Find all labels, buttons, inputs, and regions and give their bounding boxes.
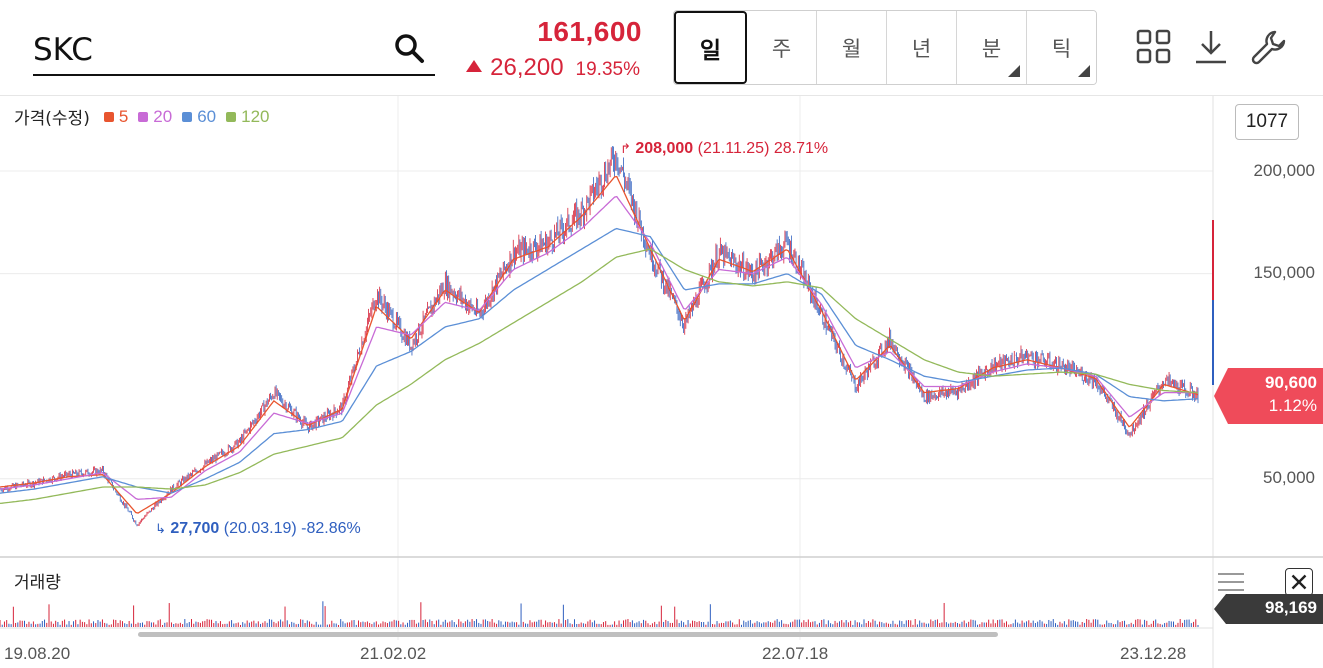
search-box	[33, 24, 435, 76]
legend-swatch	[182, 111, 193, 122]
current-price: 161,600	[537, 16, 642, 47]
current-price-tag-shape	[1214, 368, 1323, 424]
y-tick-label: 50,000	[1263, 468, 1315, 487]
period-tab[interactable]: 일	[674, 11, 747, 84]
high-arrow-icon: ↱	[620, 141, 631, 156]
grid-icon[interactable]	[1135, 28, 1173, 66]
volume-tag: 98,169	[1214, 594, 1323, 624]
period-tab-label: 년	[911, 36, 932, 61]
price-change-row: 26,200 19.35%	[466, 54, 640, 82]
x-tick-label: 21.02.02	[360, 644, 427, 663]
current-price-tag-value: 90,600	[1265, 373, 1317, 392]
x-tick-label: 23.12.28	[1120, 644, 1187, 663]
submenu-triangle-icon	[1078, 65, 1090, 77]
period-tab[interactable]: 주	[747, 11, 817, 84]
price-change-percent: 19.35%	[575, 59, 640, 80]
search-input[interactable]	[33, 28, 373, 72]
period-tab-label: 분	[981, 36, 1002, 61]
legend-swatch	[226, 111, 237, 122]
legend-item: 120	[226, 106, 270, 127]
legend-item: 60	[182, 107, 216, 127]
ma-line-5	[0, 175, 1199, 514]
current-price-tag-percent: 1.12%	[1268, 396, 1317, 415]
up-triangle-icon	[466, 60, 483, 72]
legend-title: 가격(수정)	[14, 109, 90, 129]
period-tab-label: 일	[699, 37, 722, 64]
header: 161,600 26,200 19.35% 일 주 월 년 분 틱	[0, 0, 1323, 96]
x-tick-label: 22.07.18	[762, 644, 829, 663]
price-chart[interactable]	[0, 96, 1323, 668]
low-arrow-icon: ↳	[155, 521, 166, 536]
price-box: 161,600 26,200 19.35%	[440, 14, 650, 84]
candle-count-badge[interactable]: 1077	[1235, 104, 1299, 140]
x-tick-label: 19.08.20	[4, 644, 71, 663]
legend-label: 60	[197, 106, 217, 126]
legend-items: 5 20 60 120	[103, 106, 280, 127]
legend-swatch	[103, 111, 114, 122]
low-annotation: ↳ 27,700 (20.03.19) -82.86%	[155, 520, 361, 538]
high-detail: (21.11.25) 28.71%	[697, 140, 829, 157]
search-icon[interactable]	[393, 32, 425, 64]
period-tab[interactable]: 틱	[1027, 11, 1096, 84]
period-tab[interactable]: 월	[817, 11, 887, 84]
legend-swatch	[138, 111, 149, 122]
legend-label: 120	[241, 106, 270, 126]
chart-background	[0, 96, 1323, 668]
volume-tag-value: 98,169	[1265, 598, 1317, 617]
chart-legend: 가격(수정) 5 20 60 120	[14, 104, 280, 130]
period-tab-label: 틱	[1051, 36, 1072, 61]
chart-scrollbar[interactable]	[138, 632, 998, 637]
close-icon[interactable]	[1285, 568, 1313, 596]
low-value: 27,700	[170, 520, 220, 537]
legend-label: 20	[153, 106, 173, 126]
volume-tag-shape	[1214, 594, 1323, 624]
wrench-icon[interactable]	[1250, 28, 1288, 66]
current-price-tag: 90,600 1.12%	[1214, 368, 1323, 424]
ma-line-20	[0, 195, 1198, 500]
price-change: 26,200	[490, 54, 564, 81]
period-tab[interactable]: 년	[887, 11, 957, 84]
download-icon[interactable]	[1192, 28, 1230, 66]
low-detail: (20.03.19) -82.86%	[223, 520, 361, 537]
volume-title: 거래량	[14, 573, 61, 593]
period-tab-label: 주	[771, 36, 792, 61]
legend-item: 5	[103, 106, 129, 127]
legend-label: 5	[118, 106, 129, 126]
legend-item: 20	[138, 107, 172, 127]
high-value: 208,000	[635, 140, 694, 157]
period-tab[interactable]: 분	[957, 11, 1027, 84]
submenu-triangle-icon	[1008, 65, 1020, 77]
y-tick-label: 200,000	[1253, 161, 1315, 180]
ma-line-60	[0, 227, 1199, 494]
y-tick-label: 150,000	[1253, 263, 1315, 282]
menu-icon[interactable]	[1216, 570, 1246, 594]
high-annotation: ↱ 208,000 (21.11.25) 28.71%	[620, 140, 828, 158]
period-tab-label: 월	[841, 36, 862, 61]
ma-line-120	[0, 248, 1199, 505]
